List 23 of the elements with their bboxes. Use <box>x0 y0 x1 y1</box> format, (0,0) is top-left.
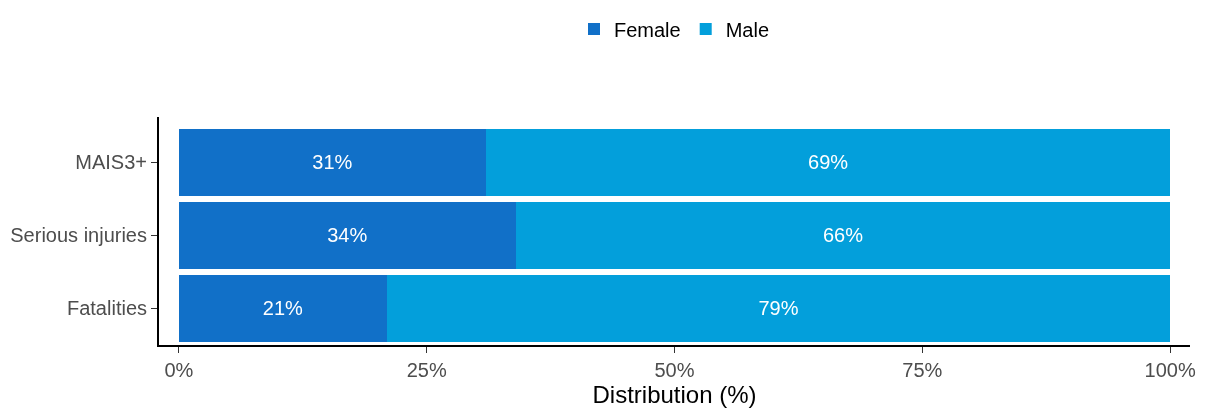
data-label: 79% <box>758 297 799 320</box>
bar <box>178 274 388 343</box>
data-label: 69% <box>808 151 849 174</box>
x-axis-title: Distribution (%) <box>592 381 757 408</box>
x-tick-label: 25% <box>406 359 447 381</box>
bar <box>178 128 487 196</box>
data-label: 31% <box>312 151 353 174</box>
legend-label: Female <box>614 18 681 41</box>
bar <box>515 201 1171 269</box>
bar <box>387 274 1171 343</box>
x-tick-label: 0% <box>164 359 194 381</box>
bar <box>486 128 1171 196</box>
x-tick-label: 50% <box>654 359 695 381</box>
data-label: 34% <box>327 224 368 247</box>
y-tick-label: Fatalities <box>66 297 147 320</box>
x-tick-label: 75% <box>902 359 943 381</box>
y-tick-label: MAIS3+ <box>75 151 147 174</box>
data-label: 66% <box>822 224 864 247</box>
bar <box>178 201 516 269</box>
legend-label: Male <box>725 18 770 41</box>
x-tick-label: 100% <box>1144 359 1196 381</box>
data-label: 21% <box>262 297 304 320</box>
y-tick-label: Serious injuries <box>10 224 147 247</box>
